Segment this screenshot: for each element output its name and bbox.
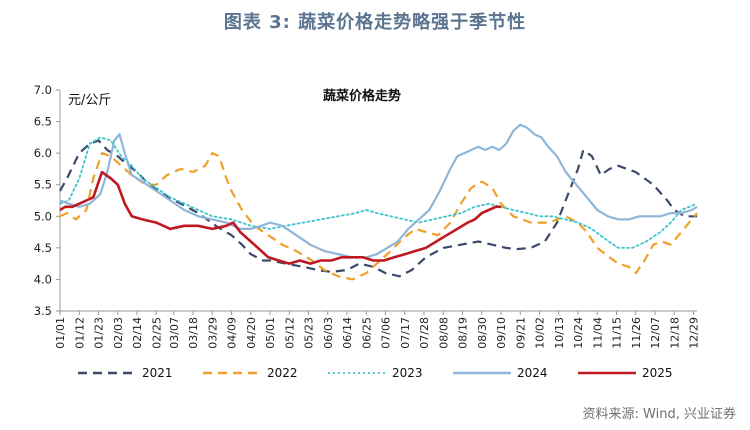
x-tick-label: 06/25 [360, 317, 373, 349]
series-line-2024 [59, 123, 698, 259]
x-tick-label: 08/30 [476, 317, 489, 349]
series-layer [59, 123, 698, 281]
y-tick-label: 4.5 [34, 241, 52, 255]
x-tick-label: 02/14 [131, 317, 144, 349]
x-tick-label: 05/23 [303, 317, 316, 349]
x-tick-label: 08/08 [437, 317, 450, 349]
series-line-2021 [59, 139, 697, 278]
x-tick-label: 09/21 [514, 317, 527, 349]
x-tick-label: 06/03 [322, 317, 335, 349]
series-line-2025 [59, 170, 501, 265]
x-tick-label: 12/07 [649, 317, 662, 349]
legend-label-2025: 2025 [642, 366, 673, 380]
chart-axes: 3.5 4.0 4.5 5.0 5.5 6.0 6.5 7.0 01/01 01/12 01/23 0… [34, 83, 701, 349]
figure-title: 图表 3: 蔬菜价格走势略强于季节性 [223, 12, 527, 33]
y-tick-label: 6.5 [34, 115, 52, 129]
y-axis-unit-label: 元/公斤 [68, 93, 111, 108]
x-tick-label: 11/26 [630, 317, 643, 349]
y-tick-label: 5.5 [34, 178, 52, 192]
x-tick-label: 09/10 [495, 317, 508, 349]
chart-title: 蔬菜价格走势 [323, 88, 401, 104]
legend-label-2022: 2022 [267, 366, 298, 380]
x-tick-label: 07/17 [399, 317, 412, 349]
y-tick-label: 4.0 [34, 272, 52, 286]
x-tick-label: 11/04 [591, 317, 604, 349]
x-tick-label: 01/12 [73, 317, 86, 349]
x-tick-label: 03/29 [206, 317, 219, 349]
x-tick-label: 04/20 [245, 317, 258, 349]
y-tick-label: 5.0 [34, 209, 52, 223]
y-tick-label: 3.5 [34, 304, 52, 318]
x-tick-label: 07/28 [418, 317, 431, 349]
legend-label-2023: 2023 [392, 366, 423, 380]
x-tick-label: 12/29 [688, 317, 701, 349]
x-tick-label: 02/03 [112, 317, 125, 349]
x-tick-label: 10/02 [534, 317, 547, 349]
x-tick-label: 10/13 [553, 317, 566, 349]
x-tick-label: 01/23 [93, 317, 106, 349]
x-tick-label: 08/19 [457, 317, 470, 349]
legend-label-2024: 2024 [517, 366, 548, 380]
x-tick-label: 06/14 [341, 317, 354, 349]
x-tick-label: 12/18 [668, 317, 681, 349]
x-tick-label: 07/06 [380, 317, 393, 349]
x-tick-label: 04/09 [226, 317, 239, 349]
x-tick-label: 05/12 [283, 317, 296, 349]
x-tick-label: 05/01 [264, 317, 277, 349]
legend-label-2021: 2021 [142, 366, 173, 380]
y-tick-label: 6.0 [34, 146, 52, 160]
source-note: 资料来源: Wind, 兴业证券 [582, 407, 736, 422]
x-tick-label: 03/07 [168, 317, 181, 349]
x-tick-label: 03/18 [187, 317, 200, 349]
x-tick-label: 02/25 [150, 317, 163, 349]
legend: 2021 2022 2023 2024 2025 [78, 366, 673, 380]
x-tick-label: 01/01 [54, 317, 67, 349]
x-tick-label: 11/15 [611, 317, 624, 349]
y-tick-label: 7.0 [34, 83, 52, 97]
series-line-2023 [59, 136, 698, 249]
x-tick-label: 10/24 [572, 317, 585, 349]
